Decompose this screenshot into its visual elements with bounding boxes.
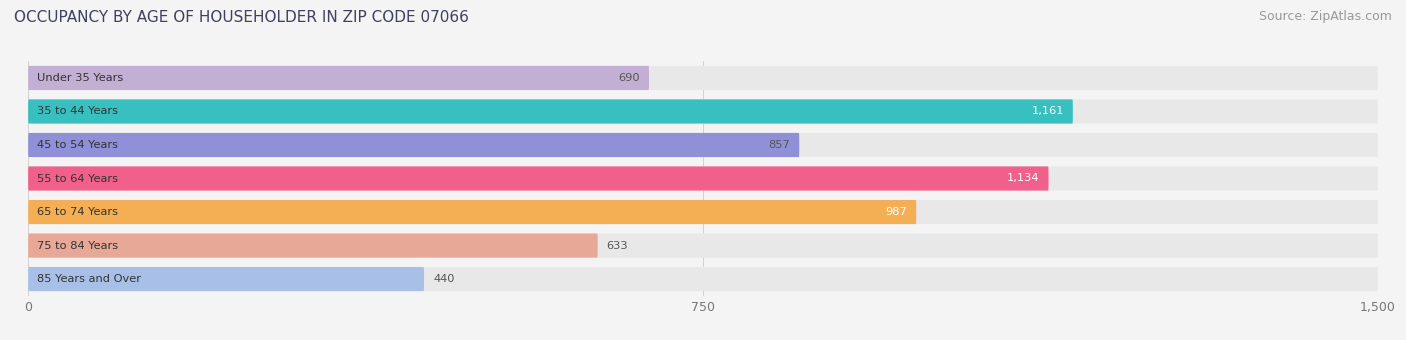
Text: 75 to 84 Years: 75 to 84 Years	[37, 240, 118, 251]
Text: 1,161: 1,161	[1032, 106, 1064, 117]
Text: Under 35 Years: Under 35 Years	[37, 73, 124, 83]
FancyBboxPatch shape	[28, 200, 1378, 224]
FancyBboxPatch shape	[28, 234, 1378, 258]
Text: 55 to 64 Years: 55 to 64 Years	[37, 173, 118, 184]
FancyBboxPatch shape	[28, 99, 1378, 123]
Text: 85 Years and Over: 85 Years and Over	[37, 274, 141, 284]
Text: Source: ZipAtlas.com: Source: ZipAtlas.com	[1258, 10, 1392, 23]
Text: 987: 987	[886, 207, 907, 217]
Text: 35 to 44 Years: 35 to 44 Years	[37, 106, 118, 117]
FancyBboxPatch shape	[28, 234, 598, 258]
FancyBboxPatch shape	[28, 133, 799, 157]
FancyBboxPatch shape	[28, 66, 1378, 90]
Text: 440: 440	[433, 274, 454, 284]
Text: 857: 857	[769, 140, 790, 150]
FancyBboxPatch shape	[28, 99, 1073, 123]
Text: OCCUPANCY BY AGE OF HOUSEHOLDER IN ZIP CODE 07066: OCCUPANCY BY AGE OF HOUSEHOLDER IN ZIP C…	[14, 10, 470, 25]
Text: 45 to 54 Years: 45 to 54 Years	[37, 140, 118, 150]
FancyBboxPatch shape	[28, 200, 917, 224]
FancyBboxPatch shape	[28, 267, 1378, 291]
Text: 65 to 74 Years: 65 to 74 Years	[37, 207, 118, 217]
Text: 1,134: 1,134	[1007, 173, 1039, 184]
FancyBboxPatch shape	[28, 133, 1378, 157]
FancyBboxPatch shape	[28, 167, 1049, 190]
FancyBboxPatch shape	[28, 66, 650, 90]
Text: 633: 633	[607, 240, 628, 251]
FancyBboxPatch shape	[28, 167, 1378, 190]
FancyBboxPatch shape	[28, 267, 425, 291]
Text: 690: 690	[619, 73, 640, 83]
